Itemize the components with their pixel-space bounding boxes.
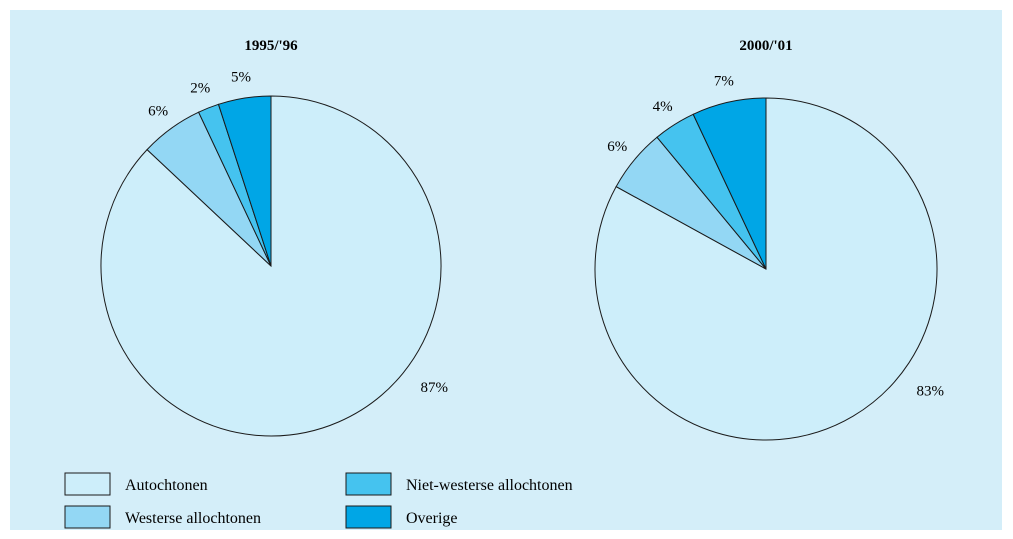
chart-title: 1995/'96: [244, 38, 298, 54]
slice-label: 5%: [231, 69, 251, 85]
pie-slice: [594, 97, 938, 441]
pie-charts: 1995/'96 87% 6% 2% 5% 2000/'01 83% 6% 4% 7% Autoch…: [64, 38, 944, 529]
slice-label: 87%: [420, 380, 448, 396]
legend-label: Niet-westerse allochtonen: [406, 477, 573, 494]
legend-label: Westerse allochtonen: [125, 510, 261, 527]
slice-label: 83%: [916, 384, 944, 400]
chart-title: 2000/'01: [739, 38, 792, 54]
slice-label: 4%: [653, 99, 673, 115]
pie-slice: [100, 95, 442, 437]
pie-slice: [692, 97, 767, 270]
chart-figure: 1995/'96 87% 6% 2% 5% 2000/'01 83% 6% 4% 7% Autoch…: [10, 10, 1002, 530]
slice-label: 6%: [607, 139, 627, 155]
legend-swatch: [345, 505, 392, 529]
legend-swatch: [345, 472, 392, 496]
slice-label: 2%: [190, 81, 210, 97]
slice-label: 6%: [148, 104, 168, 120]
legend-label: Overige: [406, 510, 458, 527]
slice-label: 7%: [714, 74, 734, 90]
legend-swatch: [64, 505, 111, 529]
legend-label: Autochtonen: [125, 477, 208, 494]
pie-slice: [217, 95, 272, 267]
legend-swatch: [64, 472, 111, 496]
